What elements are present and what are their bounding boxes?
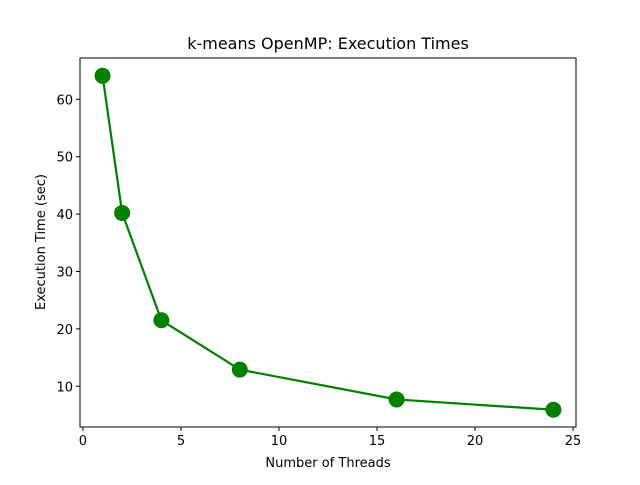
x-tick-label: 5: [177, 434, 185, 449]
x-tick-label: 15: [369, 434, 386, 449]
chart-title: k-means OpenMP: Execution Times: [187, 34, 469, 53]
x-tick-label: 10: [271, 434, 288, 449]
y-tick-label: 60: [56, 93, 73, 108]
data-point: [153, 312, 170, 329]
y-tick-label: 20: [56, 323, 73, 338]
series-line: [101, 75, 554, 411]
axes-frame: [79, 57, 577, 428]
data-point: [388, 391, 405, 408]
y-axis-label: Execution Time (sec): [34, 174, 49, 310]
y-tick-label: 30: [56, 265, 73, 280]
x-tick-label: 0: [79, 434, 87, 449]
y-tick-label: 40: [56, 208, 73, 223]
data-point: [231, 361, 248, 378]
data-point: [114, 204, 131, 221]
data-point: [94, 67, 111, 84]
x-tick-label: 25: [565, 434, 582, 449]
y-tick-label: 50: [56, 151, 73, 166]
data-point: [545, 401, 562, 418]
x-tick-label: 20: [467, 434, 484, 449]
plot-area: 0 5 10 15 20 25 10 20 30 40 50 60: [56, 57, 582, 449]
y-tick-label: 10: [56, 380, 73, 395]
x-axis-label: Number of Threads: [265, 456, 390, 471]
